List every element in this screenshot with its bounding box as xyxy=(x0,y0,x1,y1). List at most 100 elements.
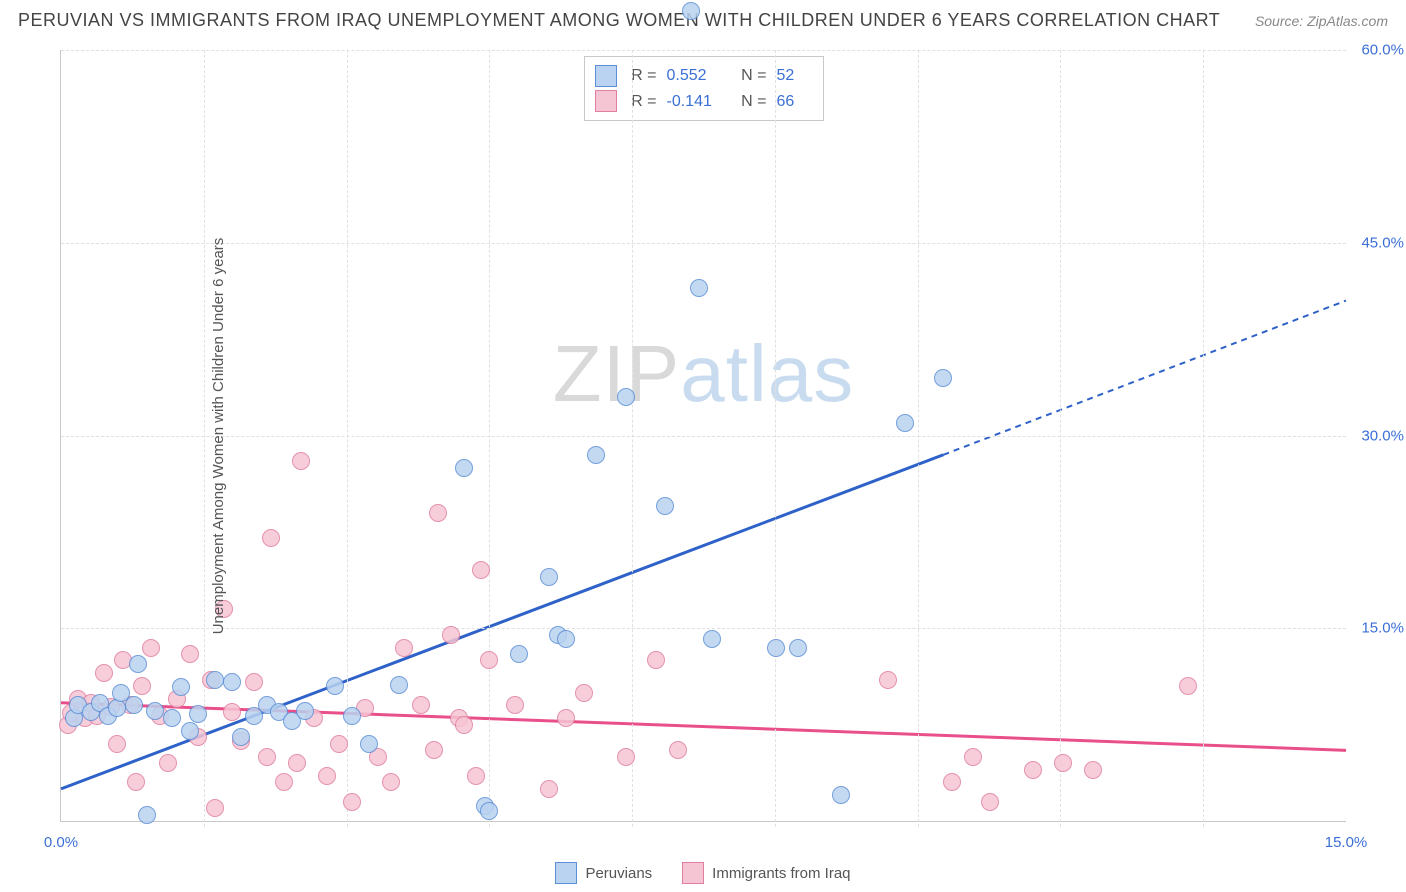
data-point-iraq xyxy=(292,452,310,470)
grid-line-v xyxy=(489,50,490,827)
data-point-peruvians xyxy=(125,696,143,714)
chart-title: PERUVIAN VS IMMIGRANTS FROM IRAQ UNEMPLO… xyxy=(18,10,1220,31)
data-point-iraq xyxy=(472,561,490,579)
legend-label-iraq: Immigrants from Iraq xyxy=(712,865,850,882)
data-point-iraq xyxy=(1054,754,1072,772)
grid-line-v xyxy=(1203,50,1204,827)
data-point-peruvians xyxy=(682,2,700,20)
grid-line-h xyxy=(61,243,1346,244)
data-point-iraq xyxy=(330,735,348,753)
data-point-iraq xyxy=(1179,677,1197,695)
data-point-iraq xyxy=(1084,761,1102,779)
data-point-peruvians xyxy=(206,671,224,689)
data-point-iraq xyxy=(964,748,982,766)
data-point-peruvians xyxy=(326,677,344,695)
legend-label-peruvians: Peruvians xyxy=(585,865,652,882)
data-point-peruvians xyxy=(934,369,952,387)
data-point-iraq xyxy=(245,673,263,691)
swatch-peruvians xyxy=(595,65,617,87)
data-point-peruvians xyxy=(789,639,807,657)
data-point-iraq xyxy=(181,645,199,663)
data-point-iraq xyxy=(159,754,177,772)
n-label: N = xyxy=(737,63,767,89)
data-point-peruvians xyxy=(703,630,721,648)
data-point-iraq xyxy=(142,639,160,657)
source-label: Source: ZipAtlas.com xyxy=(1255,13,1388,29)
plot: ZIPatlas R = 0.552 N = 52 R = -0.141 N =… xyxy=(60,50,1346,822)
data-point-peruvians xyxy=(163,709,181,727)
legend: Peruvians Immigrants from Iraq xyxy=(0,862,1406,884)
x-tick-label: 15.0% xyxy=(1325,834,1368,851)
n-value-peruvians: 52 xyxy=(777,63,807,89)
data-point-peruvians xyxy=(138,806,156,824)
data-point-iraq xyxy=(480,651,498,669)
data-point-iraq xyxy=(288,754,306,772)
data-point-peruvians xyxy=(343,707,361,725)
data-point-peruvians xyxy=(557,630,575,648)
data-point-peruvians xyxy=(232,728,250,746)
y-tick-label: 30.0% xyxy=(1361,427,1404,444)
grid-line-v xyxy=(918,50,919,827)
n-label: N = xyxy=(737,89,767,115)
data-point-iraq xyxy=(467,767,485,785)
data-point-peruvians xyxy=(360,735,378,753)
data-point-peruvians xyxy=(540,568,558,586)
r-label: R = xyxy=(627,63,657,89)
data-point-iraq xyxy=(981,793,999,811)
data-point-iraq xyxy=(425,741,443,759)
data-point-iraq xyxy=(275,773,293,791)
grid-line-h xyxy=(61,436,1346,437)
r-value-peruvians: 0.552 xyxy=(667,63,727,89)
x-tick-label: 0.0% xyxy=(44,834,78,851)
data-point-peruvians xyxy=(223,673,241,691)
data-point-iraq xyxy=(133,677,151,695)
data-point-peruvians xyxy=(390,676,408,694)
data-point-iraq xyxy=(395,639,413,657)
data-point-peruvians xyxy=(896,414,914,432)
data-point-iraq xyxy=(1024,761,1042,779)
data-point-iraq xyxy=(262,529,280,547)
data-point-iraq xyxy=(382,773,400,791)
data-point-peruvians xyxy=(129,655,147,673)
y-axis-label: Unemployment Among Women with Children U… xyxy=(210,238,227,635)
header: PERUVIAN VS IMMIGRANTS FROM IRAQ UNEMPLO… xyxy=(18,10,1388,31)
swatch-peruvians xyxy=(555,862,577,884)
y-tick-label: 60.0% xyxy=(1361,42,1404,59)
data-point-iraq xyxy=(540,780,558,798)
data-point-iraq xyxy=(108,735,126,753)
data-point-peruvians xyxy=(510,645,528,663)
y-tick-label: 15.0% xyxy=(1361,620,1404,637)
swatch-iraq xyxy=(682,862,704,884)
grid-line-h xyxy=(61,50,1346,51)
r-label: R = xyxy=(627,89,657,115)
stats-box: R = 0.552 N = 52 R = -0.141 N = 66 xyxy=(584,56,824,121)
data-point-iraq xyxy=(343,793,361,811)
regression-line-dash xyxy=(943,301,1346,455)
data-point-iraq xyxy=(442,626,460,644)
data-point-peruvians xyxy=(108,699,126,717)
data-point-iraq xyxy=(95,664,113,682)
data-point-iraq xyxy=(206,799,224,817)
data-point-iraq xyxy=(412,696,430,714)
data-point-iraq xyxy=(575,684,593,702)
data-point-peruvians xyxy=(767,639,785,657)
data-point-peruvians xyxy=(296,702,314,720)
data-point-iraq xyxy=(506,696,524,714)
data-point-peruvians xyxy=(480,802,498,820)
data-point-peruvians xyxy=(617,388,635,406)
data-point-iraq xyxy=(429,504,447,522)
y-tick-label: 45.0% xyxy=(1361,234,1404,251)
data-point-peruvians xyxy=(455,459,473,477)
r-value-iraq: -0.141 xyxy=(667,89,727,115)
data-point-iraq xyxy=(455,716,473,734)
grid-line-v xyxy=(775,50,776,827)
legend-item-peruvians: Peruvians xyxy=(555,862,652,884)
data-point-peruvians xyxy=(172,678,190,696)
data-point-peruvians xyxy=(832,786,850,804)
data-point-peruvians xyxy=(656,497,674,515)
data-point-iraq xyxy=(258,748,276,766)
legend-item-iraq: Immigrants from Iraq xyxy=(682,862,850,884)
grid-line-v xyxy=(1060,50,1061,827)
chart-area: ZIPatlas R = 0.552 N = 52 R = -0.141 N =… xyxy=(60,50,1346,822)
data-point-iraq xyxy=(647,651,665,669)
